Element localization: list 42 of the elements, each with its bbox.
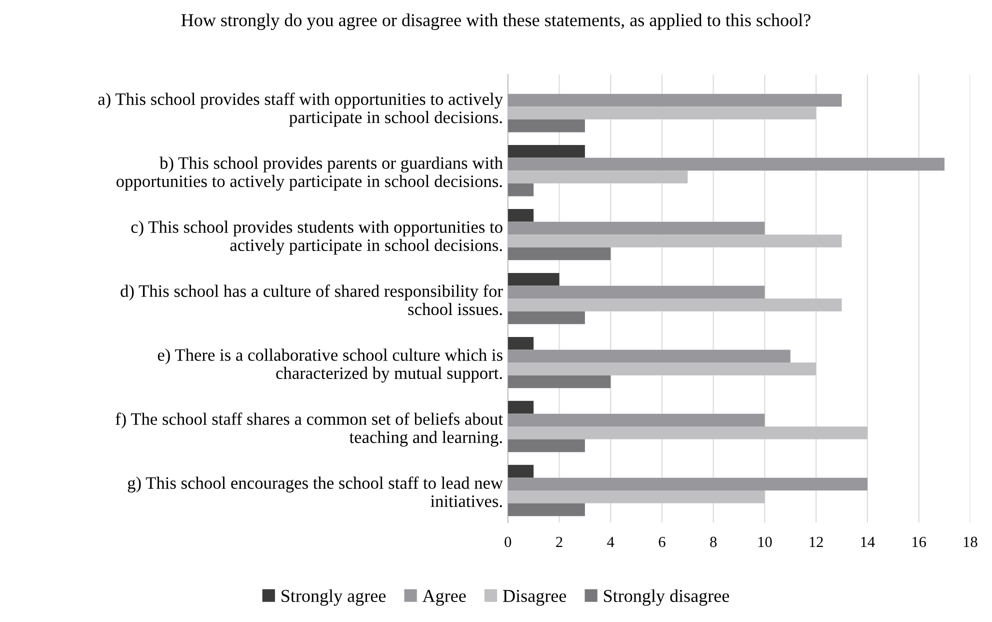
bar <box>508 464 534 478</box>
y-tick-label: a) This school provides staff with opportunities to actively participate in school decisions. <box>98 92 503 127</box>
bar <box>508 336 534 350</box>
bar <box>508 414 765 427</box>
x-tick-label: 8 <box>710 536 717 548</box>
legend-label: Disagree <box>503 590 566 606</box>
x-tick-label: 6 <box>658 536 666 548</box>
bar <box>508 350 790 363</box>
y-tick-label: b) This school provides parents or guardians with opportunities to actively participate in school decisions. <box>116 156 503 191</box>
bar <box>508 375 611 388</box>
bar <box>508 158 944 171</box>
x-tick-label: 2 <box>556 536 562 547</box>
y-tick-label: f) The school staff shares a common set of beliefs about teaching and learning. <box>116 412 503 447</box>
bar <box>508 478 868 490</box>
x-tick-label: 14 <box>861 536 875 547</box>
bar <box>508 439 585 452</box>
y-tick-label: e) There is a collaborative school culture which is characterized by mutual support. <box>158 348 502 383</box>
bar <box>508 183 534 196</box>
bar <box>508 222 765 235</box>
bar <box>508 119 585 132</box>
x-tick-label: 18 <box>964 536 978 548</box>
y-tick-label: d) This school has a culture of shared responsibility for school issues. <box>120 284 503 316</box>
legend-label: Agree <box>422 590 466 606</box>
bar <box>508 272 560 286</box>
legend-label: Strongly agree <box>282 589 386 606</box>
bar <box>508 208 534 222</box>
legend-label: Strongly disagree <box>604 589 730 606</box>
bar <box>508 311 585 324</box>
bar <box>508 247 611 260</box>
y-tick-label: c) This school provides students with opportunities to actively participate in school decisions. <box>131 220 502 255</box>
bar <box>508 145 585 158</box>
y-tick-label: g) This school encourages the school staff to lead new initiatives. <box>128 476 503 508</box>
x-tick-label: 10 <box>758 536 772 548</box>
x-tick-label: 16 <box>912 536 926 548</box>
x-tick-label: 4 <box>607 536 614 547</box>
bar <box>508 400 534 414</box>
bar <box>508 503 585 516</box>
x-tick-label: 0 <box>504 536 512 548</box>
bar <box>508 94 842 107</box>
bar <box>508 286 765 299</box>
x-tick-label: 12 <box>810 536 823 547</box>
chart-title: How strongly do you agree or disagree with these statements, as applied to this school? <box>181 14 810 30</box>
